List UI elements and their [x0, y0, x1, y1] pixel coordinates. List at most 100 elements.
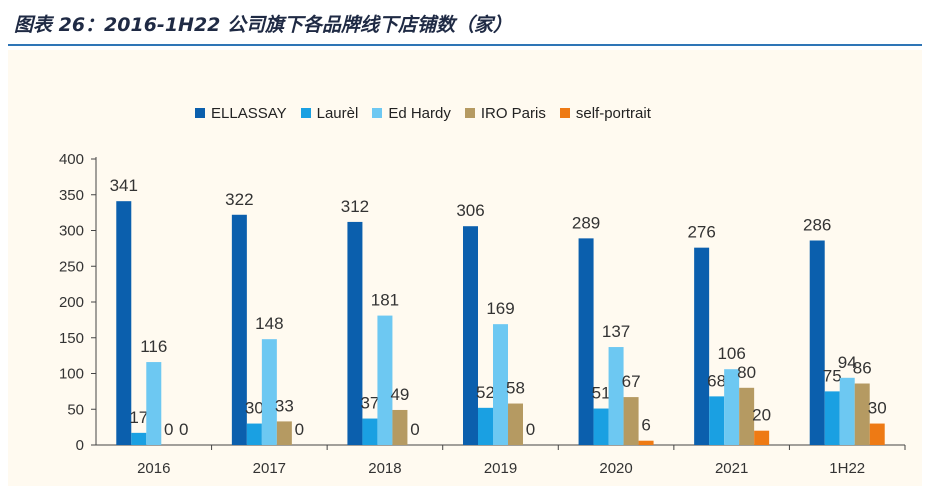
- data-label: 20: [752, 406, 771, 425]
- bar: [839, 377, 855, 445]
- data-label: 52: [476, 383, 495, 402]
- x-tick-label: 2019: [484, 460, 517, 477]
- bar: [854, 383, 870, 445]
- bar: [347, 221, 363, 445]
- data-label: 58: [506, 379, 525, 398]
- data-label: 37: [360, 394, 379, 413]
- legend-label: Ed Hardy: [388, 104, 451, 122]
- legend-label: self-portrait: [575, 104, 651, 122]
- bar: [508, 403, 523, 445]
- y-tick-label: 100: [59, 366, 84, 383]
- bar: [869, 423, 885, 445]
- data-label: 322: [225, 190, 253, 209]
- x-tick-label: 1H22: [829, 460, 865, 477]
- legend-swatch: [195, 108, 205, 118]
- data-label: 341: [110, 176, 138, 195]
- y-tick-label: 400: [59, 151, 84, 168]
- bar: [261, 339, 277, 445]
- data-label: 306: [456, 201, 484, 220]
- data-label: 0: [526, 420, 535, 439]
- bar: [246, 423, 262, 445]
- legend-item: Ed Hardy: [372, 105, 451, 122]
- bar: [131, 432, 147, 445]
- x-tick-label: 2021: [715, 460, 748, 477]
- legend-item: Laurèl: [300, 104, 359, 122]
- x-tick-label: 2016: [137, 460, 170, 477]
- data-label: 86: [853, 359, 872, 378]
- legend-label: IRO Paris: [480, 104, 546, 122]
- data-label: 17: [129, 408, 148, 427]
- data-label: 49: [390, 385, 409, 404]
- legend-label: ELLASSAY: [211, 104, 287, 122]
- bar: [709, 396, 725, 445]
- bar: [463, 226, 478, 445]
- data-label: 80: [737, 363, 756, 382]
- bar: [377, 315, 393, 445]
- data-label: 181: [371, 291, 399, 310]
- bar: [724, 369, 740, 445]
- y-tick-label: 50: [67, 401, 84, 418]
- bar: [809, 240, 825, 445]
- title-rule: [8, 44, 922, 46]
- data-label: 0: [164, 420, 173, 439]
- bar: [116, 201, 132, 445]
- data-label: 289: [572, 213, 600, 232]
- figure-title: 图表 26：2016-1H22 公司旗下各品牌线下店铺数（家）: [14, 14, 512, 36]
- bar: [739, 387, 755, 445]
- data-label: 106: [717, 344, 745, 363]
- y-tick-label: 300: [59, 223, 84, 240]
- bar: [578, 238, 594, 445]
- bar: [754, 430, 770, 445]
- data-label: 0: [295, 420, 304, 439]
- y-tick-label: 150: [59, 330, 84, 347]
- bar: [231, 214, 247, 445]
- data-label: 312: [341, 197, 369, 216]
- x-tick-label: 2018: [368, 460, 401, 477]
- bar: [276, 421, 292, 445]
- data-label: 94: [838, 353, 857, 372]
- bar: [146, 362, 162, 445]
- y-tick-label: 350: [59, 187, 84, 204]
- data-label: 30: [245, 399, 264, 418]
- data-label: 51: [592, 384, 611, 403]
- data-label: 148: [255, 314, 283, 333]
- data-label: 75: [823, 366, 842, 385]
- legend-swatch: [372, 108, 383, 118]
- bar: [638, 440, 654, 445]
- data-label: 0: [410, 420, 419, 439]
- legend-swatch: [300, 108, 311, 118]
- bar: [694, 247, 710, 445]
- chart-area: 0 50 100 150 200 250 300 350 400 2016 341 17 116 0 0 20…: [8, 50, 922, 486]
- bar: [608, 347, 624, 445]
- bar: [362, 418, 378, 445]
- bar: [478, 407, 493, 445]
- legend-item: IRO Paris: [464, 104, 546, 122]
- y-tick-label: 250: [59, 258, 84, 275]
- data-label: 6: [641, 416, 650, 435]
- bar: [392, 409, 408, 445]
- data-label: 169: [486, 299, 514, 318]
- data-label: 116: [140, 337, 167, 356]
- data-label: 276: [687, 223, 715, 242]
- legend-label: Laurèl: [316, 104, 359, 122]
- legend-item: self-portrait: [559, 104, 651, 122]
- data-label: 286: [803, 216, 831, 235]
- bar: [493, 324, 508, 445]
- bar: [623, 397, 639, 445]
- bar: [593, 408, 609, 445]
- data-label: 68: [707, 371, 726, 390]
- y-tick-label: 200: [59, 294, 84, 311]
- data-label: 33: [275, 396, 294, 415]
- y-tick-label: 0: [76, 437, 84, 454]
- x-tick-label: 2020: [599, 460, 632, 477]
- legend-swatch: [559, 108, 570, 118]
- chart-legend: ELLASSAY Laurèl Ed Hardy IRO Paris self-port…: [195, 103, 651, 123]
- x-tick-label: 2017: [253, 460, 286, 477]
- data-label: 67: [622, 372, 641, 391]
- bar: [824, 391, 840, 445]
- data-label: 0: [179, 420, 188, 439]
- legend-swatch: [464, 108, 475, 118]
- legend-item: ELLASSAY: [195, 105, 287, 122]
- data-label: 137: [602, 322, 630, 341]
